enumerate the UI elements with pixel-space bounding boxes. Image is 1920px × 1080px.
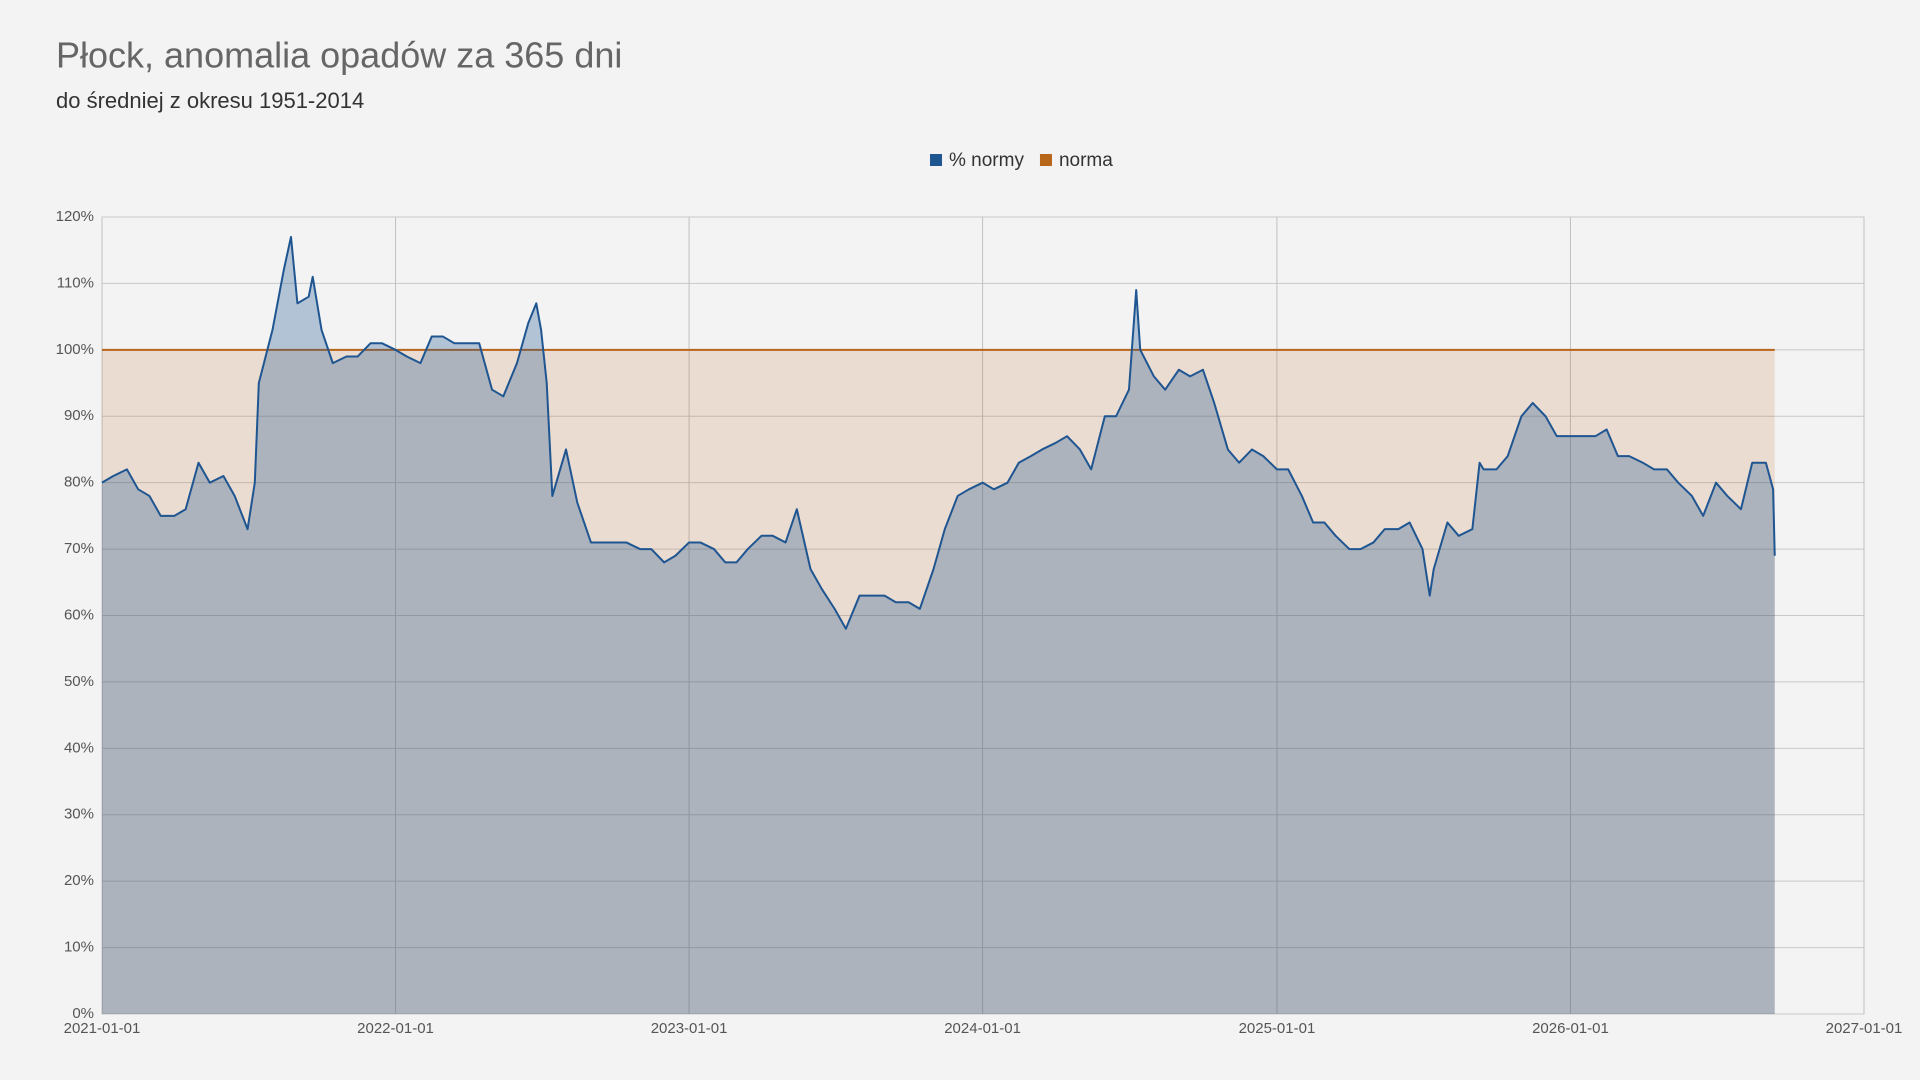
legend-swatch (930, 154, 942, 166)
y-tick-label: 50% (64, 673, 94, 690)
y-tick-label: 10% (64, 939, 94, 956)
x-tick-label: 2021-01-01 (64, 1020, 141, 1037)
chart-title: Płock, anomalia opadów za 365 dni (56, 35, 622, 76)
legend-label: % normy (949, 150, 1024, 171)
series-line (101, 235, 1776, 630)
y-tick-label: 90% (64, 407, 94, 424)
x-tick-label: 2024-01-01 (944, 1020, 1021, 1037)
y-tick-label: 60% (64, 606, 94, 623)
y-tick-label: 70% (64, 540, 94, 557)
y-tick-label: 40% (64, 739, 94, 756)
y-tick-label: 120% (56, 208, 94, 225)
chart-subtitle: do średniej z okresu 1951-2014 (56, 88, 364, 113)
x-tick-label: 2027-01-01 (1826, 1020, 1903, 1037)
y-tick-label: 80% (64, 474, 94, 491)
x-tick-label: 2025-01-01 (1239, 1020, 1316, 1037)
y-tick-label: 20% (64, 872, 94, 889)
y-tick-label: 30% (64, 806, 94, 823)
legend-swatch (1039, 154, 1052, 166)
area-fill (102, 349, 1775, 1015)
y-tick-label: 100% (56, 341, 94, 358)
legend-label: norma (1059, 150, 1113, 171)
x-tick-label: 2026-01-01 (1532, 1020, 1609, 1037)
x-tick-label: 2022-01-01 (357, 1020, 434, 1037)
x-tick-label: 2023-01-01 (651, 1020, 728, 1037)
area-fill (102, 236, 1775, 1014)
y-tick-label: 110% (57, 274, 94, 291)
y-tick-label: 0% (72, 1005, 94, 1022)
